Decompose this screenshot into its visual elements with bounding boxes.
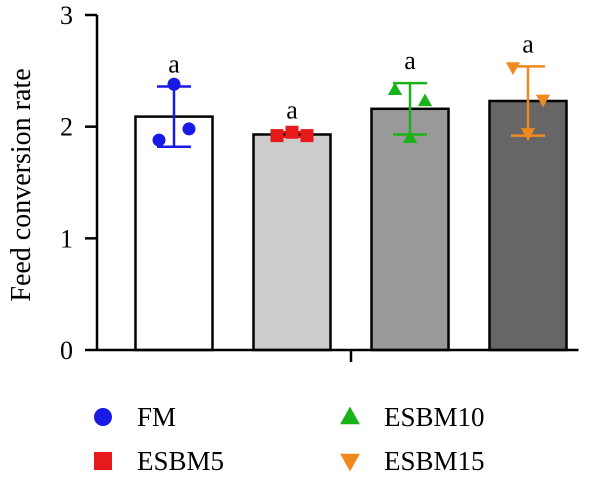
- legend-entry-esbm5: ESBM5: [94, 446, 224, 476]
- y-tick-label: 0: [60, 336, 73, 365]
- data-point-esbm10: [402, 130, 418, 144]
- significance-letters: a a a a: [168, 29, 534, 124]
- data-point-fm: [182, 122, 196, 136]
- legend-marker: [340, 406, 360, 425]
- error-bars: [157, 65, 545, 149]
- legend-marker: [94, 408, 112, 426]
- significance-letter: a: [522, 29, 534, 58]
- legend-marker: [340, 453, 360, 472]
- bar-fm: [134, 115, 214, 352]
- legend: FM ESBM5 ESBM10 ESBM15: [94, 402, 485, 476]
- data-point-fm: [152, 133, 166, 147]
- legend-label: ESBM15: [384, 446, 485, 476]
- data-point-esbm15: [535, 94, 551, 108]
- bar-esbm5: [252, 133, 332, 352]
- data-point-fm: [167, 77, 181, 91]
- significance-letter: a: [168, 49, 180, 78]
- legend-entry-fm: FM: [94, 402, 176, 432]
- legend-label: ESBM5: [137, 446, 224, 476]
- data-point-esbm15: [505, 62, 521, 75]
- data-point-esbm5: [300, 129, 314, 143]
- bars: [134, 99, 568, 352]
- y-axis-title: Feed conversion rate: [6, 68, 37, 301]
- legend-entry-esbm10: ESBM10: [340, 402, 485, 432]
- legend-entry-esbm15: ESBM15: [340, 446, 485, 476]
- y-tick-label: 2: [60, 113, 73, 142]
- y-axis: 0 1 2 3: [60, 1, 99, 365]
- data-point-esbm15: [520, 128, 536, 141]
- bar-esbm10: [370, 107, 450, 352]
- significance-letter: a: [404, 46, 416, 75]
- legend-label: FM: [137, 402, 176, 432]
- significance-letter: a: [286, 95, 298, 124]
- data-points: [152, 62, 551, 147]
- data-point-esbm5: [270, 129, 284, 143]
- y-tick-label: 3: [60, 1, 73, 30]
- legend-label: ESBM10: [384, 402, 485, 432]
- data-point-esbm10: [417, 93, 433, 107]
- data-point-esbm5: [285, 125, 299, 139]
- legend-marker: [94, 452, 112, 470]
- bar-esbm15: [488, 99, 568, 352]
- y-tick-label: 1: [60, 224, 73, 253]
- data-point-esbm10: [387, 82, 403, 96]
- x-axis: [97, 348, 579, 362]
